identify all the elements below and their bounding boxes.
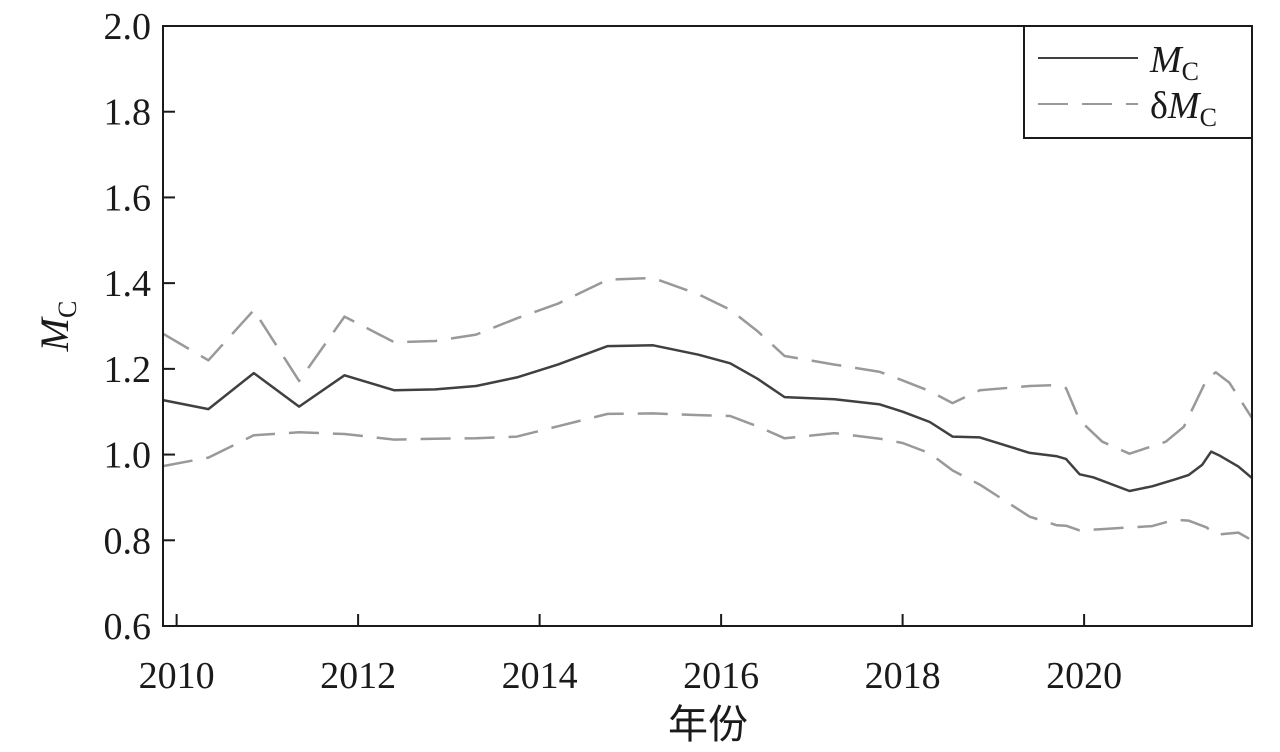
x-tick-label: 2018 bbox=[865, 655, 941, 697]
y-axis-title: MC bbox=[32, 301, 82, 353]
legend-label-delta-mc: δMC bbox=[1150, 85, 1217, 132]
ticks-layer bbox=[163, 25, 1086, 627]
legend-label-delta-mc-sub: C bbox=[1200, 103, 1217, 132]
legend-label-mc-main: M bbox=[1149, 39, 1184, 81]
y-axis-title-sub: C bbox=[53, 301, 82, 318]
x-tick-labels: 2010 2012 2014 2016 2018 2020 bbox=[139, 655, 1123, 697]
plot-frame bbox=[162, 25, 1253, 627]
y-axis-title-main: M bbox=[32, 315, 77, 352]
y-tick-label: 0.8 bbox=[104, 520, 152, 562]
series-line-band-2 bbox=[162, 412, 1253, 542]
legend: MC δMC bbox=[1023, 25, 1253, 139]
y-tick-label: 1.8 bbox=[104, 92, 152, 134]
legend-label-mc-sub: C bbox=[1182, 57, 1199, 86]
legend-label-mc: MC bbox=[1149, 39, 1199, 86]
y-tick-label: 1.6 bbox=[104, 177, 152, 219]
x-tick-label: 2010 bbox=[139, 655, 215, 697]
x-tick-label: 2014 bbox=[502, 655, 578, 697]
y-tick-labels: 0.6 0.8 1.0 1.2 1.4 1.6 1.8 2.0 bbox=[104, 6, 152, 648]
y-tick-label: 1.0 bbox=[104, 435, 152, 477]
y-tick-label: 0.6 bbox=[104, 606, 152, 648]
x-tick-label: 2012 bbox=[320, 655, 396, 697]
series-line-mc bbox=[162, 344, 1253, 493]
legend-label-delta-mc-prefix: δ bbox=[1150, 85, 1168, 127]
series-line-delta-mc bbox=[162, 276, 1254, 455]
series-layer bbox=[162, 276, 1254, 542]
legend-label-delta-mc-main: M bbox=[1167, 85, 1202, 127]
y-tick-label: 1.4 bbox=[104, 263, 152, 305]
legend-box bbox=[1023, 25, 1253, 139]
x-axis-title: 年份 bbox=[668, 702, 748, 747]
y-tick-label: 1.2 bbox=[104, 349, 152, 391]
y-tick-label: 2.0 bbox=[104, 6, 152, 48]
x-tick-label: 2020 bbox=[1046, 655, 1122, 697]
x-tick-label: 2016 bbox=[683, 655, 759, 697]
